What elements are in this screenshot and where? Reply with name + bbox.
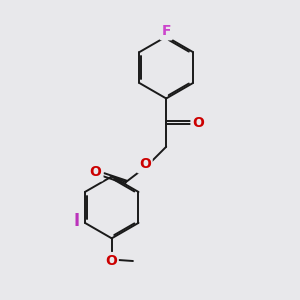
Text: O: O bbox=[105, 254, 117, 268]
Text: I: I bbox=[74, 212, 80, 230]
Text: F: F bbox=[161, 24, 171, 38]
Text: O: O bbox=[90, 165, 101, 179]
Text: O: O bbox=[139, 158, 151, 171]
Text: O: O bbox=[193, 116, 205, 130]
